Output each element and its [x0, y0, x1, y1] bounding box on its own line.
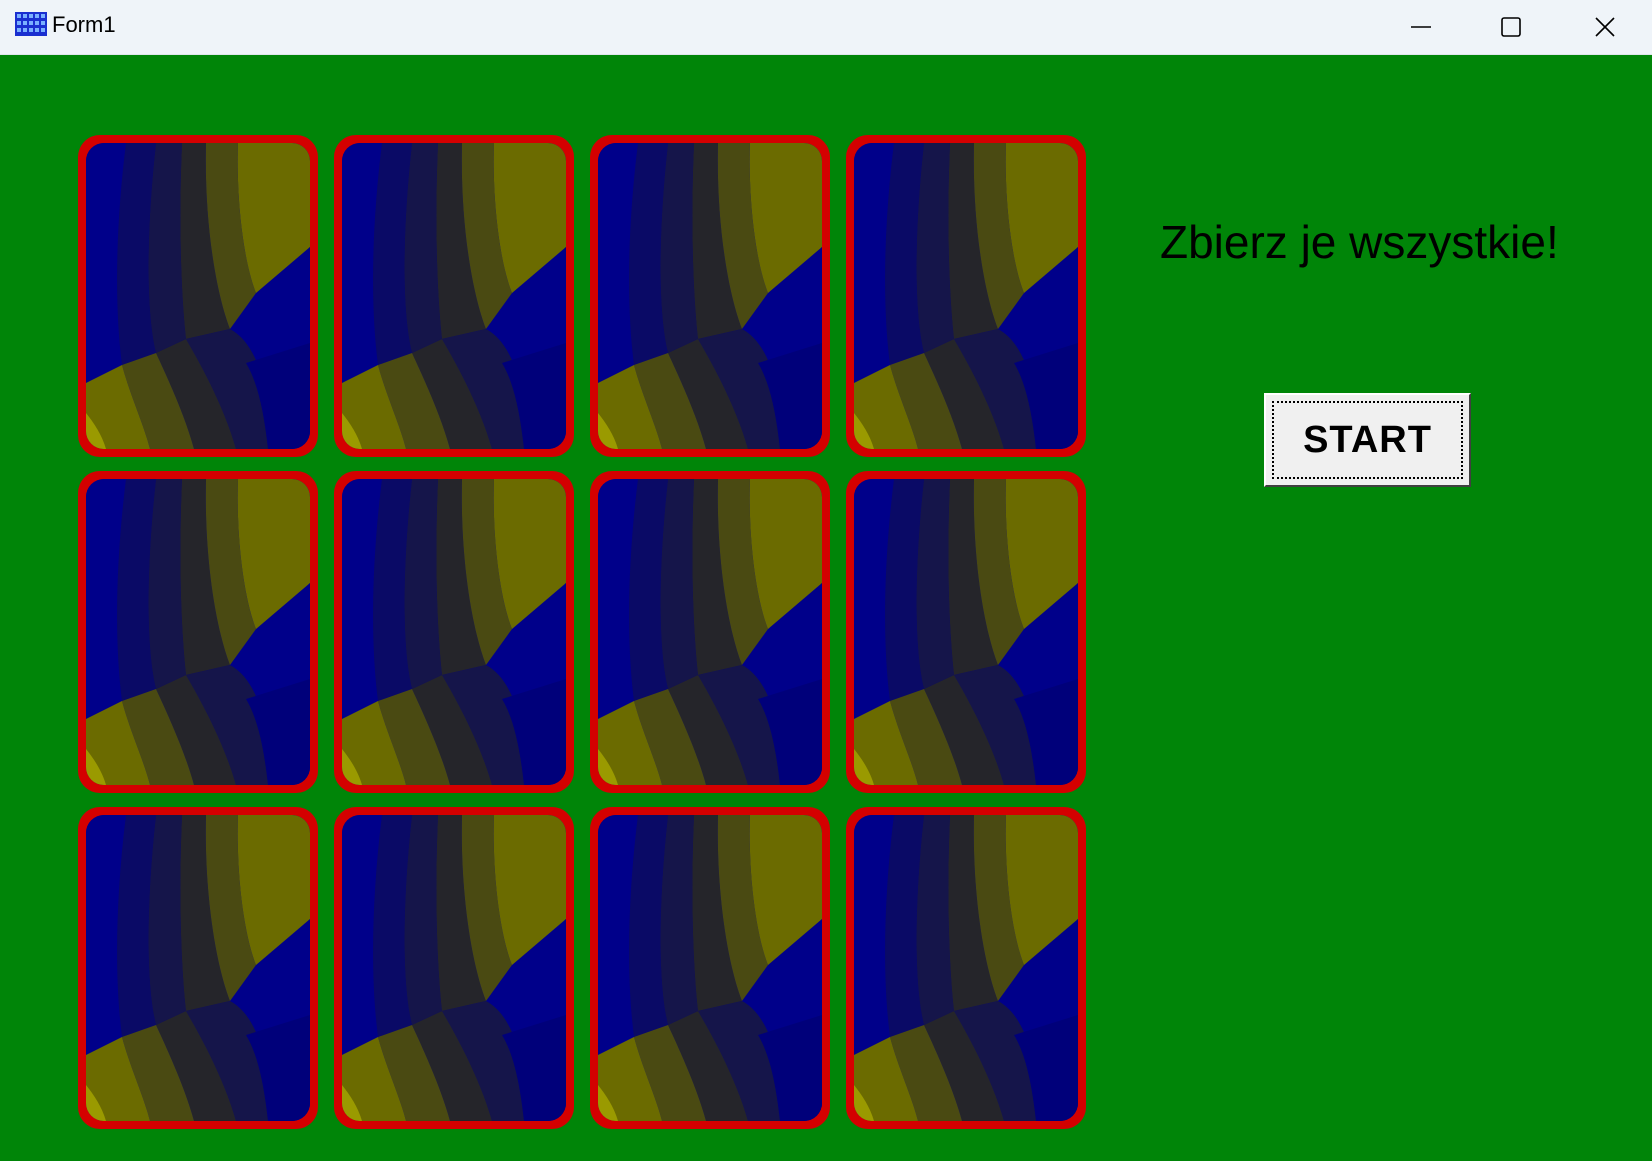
card-back-pattern [342, 815, 566, 1121]
memory-card[interactable] [846, 807, 1086, 1129]
memory-card[interactable] [590, 135, 830, 457]
memory-card[interactable] [334, 135, 574, 457]
start-button-label: START [1303, 418, 1432, 461]
minimize-icon [1411, 26, 1431, 28]
close-icon [1595, 17, 1615, 37]
memory-card[interactable] [846, 471, 1086, 793]
title-bar[interactable]: Form1 [0, 0, 1652, 55]
memory-card[interactable] [78, 471, 318, 793]
card-back-pattern [86, 815, 310, 1121]
card-back-pattern [854, 143, 1078, 449]
maximize-button[interactable] [1466, 0, 1556, 54]
card-back-pattern [854, 815, 1078, 1121]
memory-card[interactable] [334, 471, 574, 793]
start-button[interactable]: START [1264, 393, 1471, 487]
window-title: Form1 [52, 12, 116, 37]
slogan-label: Zbierz je wszystkie! [1160, 216, 1559, 268]
memory-card[interactable] [590, 807, 830, 1129]
card-back-pattern [854, 479, 1078, 785]
card-back-pattern [342, 143, 566, 449]
memory-card[interactable] [590, 471, 830, 793]
memory-card[interactable] [78, 807, 318, 1129]
memory-card[interactable] [846, 135, 1086, 457]
memory-card[interactable] [78, 135, 318, 457]
focus-ring [1272, 401, 1463, 479]
card-back-pattern [598, 143, 822, 449]
card-back-pattern [342, 479, 566, 785]
card-back-pattern [86, 143, 310, 449]
maximize-icon [1501, 17, 1521, 37]
card-back-pattern [86, 479, 310, 785]
grid-app-icon [14, 10, 48, 38]
minimize-button[interactable] [1376, 0, 1466, 54]
card-back-pattern [598, 815, 822, 1121]
memory-card[interactable] [334, 807, 574, 1129]
close-button[interactable] [1560, 0, 1650, 54]
card-back-pattern [598, 479, 822, 785]
game-board: Zbierz je wszystkie! START [0, 55, 1652, 1161]
